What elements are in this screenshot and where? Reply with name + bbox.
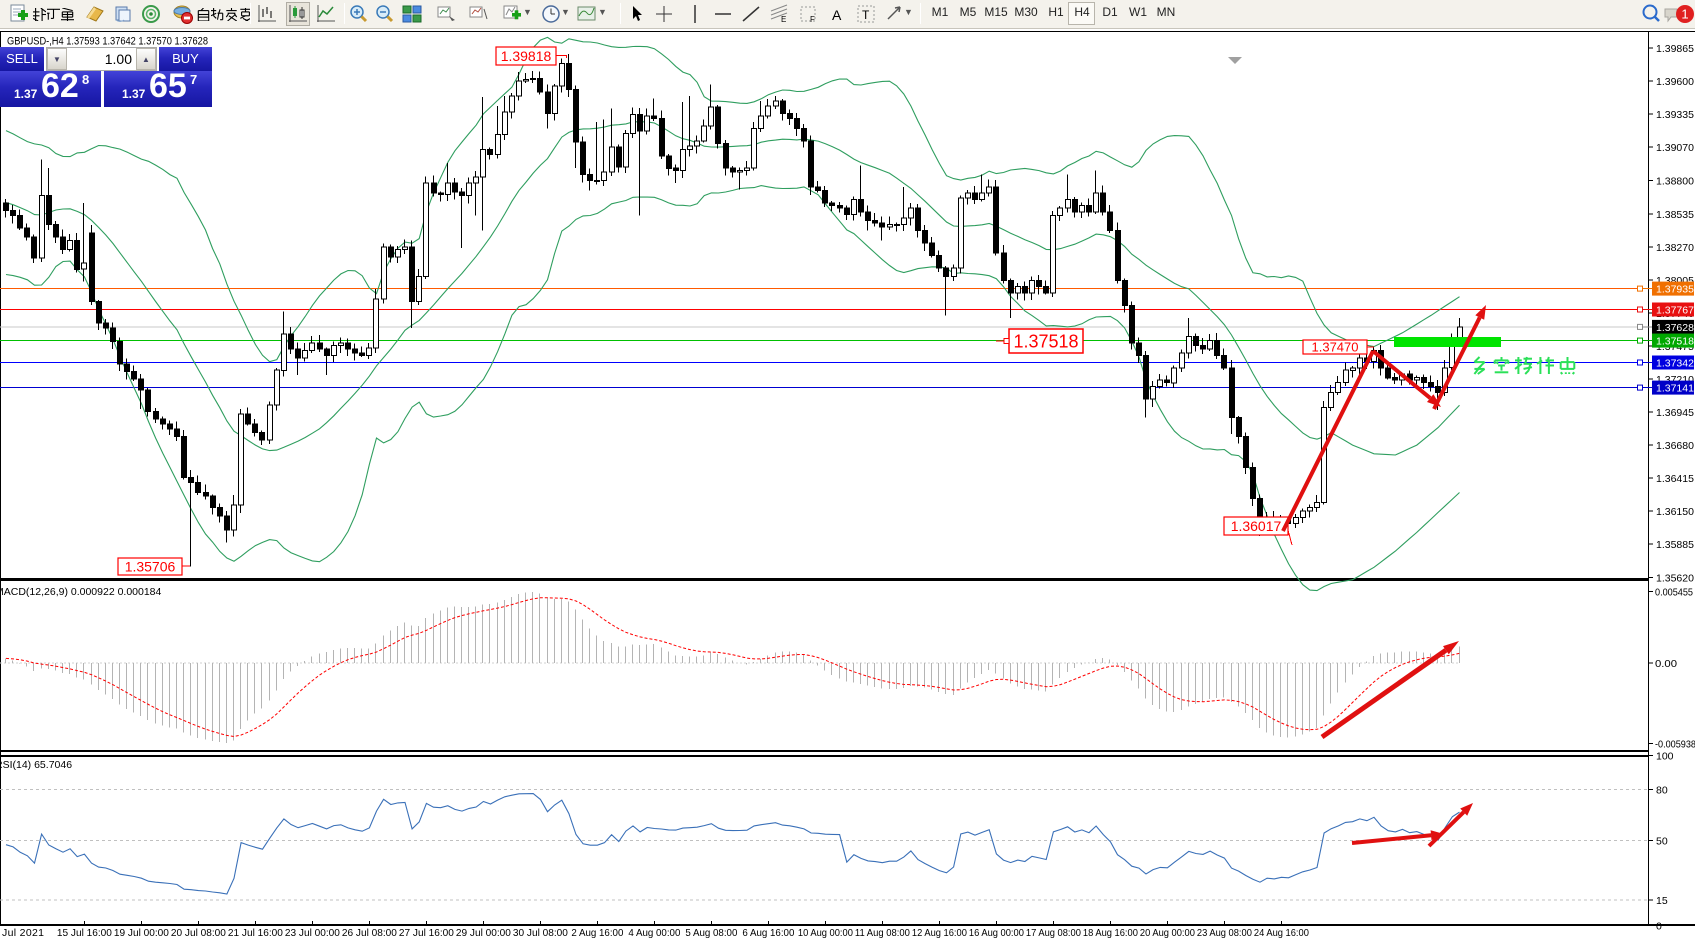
svg-text:21 Jul 16:00: 21 Jul 16:00 xyxy=(228,927,283,939)
svg-text:1.37767: 1.37767 xyxy=(1656,305,1694,317)
svg-text:1.37518: 1.37518 xyxy=(1656,336,1694,348)
svg-text:15 Jul 16:00: 15 Jul 16:00 xyxy=(57,927,112,939)
svg-text:T: T xyxy=(862,8,870,22)
svg-text:1.38270: 1.38270 xyxy=(1656,242,1694,254)
svg-text:1.39335: 1.39335 xyxy=(1656,109,1694,121)
svg-text:27 Jul 16:00: 27 Jul 16:00 xyxy=(399,927,454,939)
svg-text:29 Jul 00:00: 29 Jul 00:00 xyxy=(456,927,511,939)
svg-text:1.37628: 1.37628 xyxy=(1656,322,1694,334)
svg-text:1.39600: 1.39600 xyxy=(1656,76,1694,88)
svg-text:23 Aug 08:00: 23 Aug 08:00 xyxy=(1197,927,1252,939)
svg-text:1.39070: 1.39070 xyxy=(1656,142,1694,154)
svg-text:1.36680: 1.36680 xyxy=(1656,440,1694,452)
svg-text:24 Aug 16:00: 24 Aug 16:00 xyxy=(1254,927,1309,939)
svg-text:E: E xyxy=(781,15,786,24)
svg-text:23 Jul 00:00: 23 Jul 00:00 xyxy=(285,927,340,939)
svg-text:F: F xyxy=(810,15,815,24)
svg-text:16 Aug 00:00: 16 Aug 00:00 xyxy=(969,927,1024,939)
svg-text:6 Aug 16:00: 6 Aug 16:00 xyxy=(742,927,794,939)
svg-text:0.005455: 0.005455 xyxy=(1655,587,1693,599)
svg-text:-0.005938: -0.005938 xyxy=(1655,739,1695,751)
svg-text:1.36415: 1.36415 xyxy=(1656,473,1694,485)
svg-text:50: 50 xyxy=(1656,836,1668,848)
svg-text:Jul 2021: Jul 2021 xyxy=(2,927,44,939)
svg-text:1.38535: 1.38535 xyxy=(1656,209,1694,221)
svg-text:12 Aug 16:00: 12 Aug 16:00 xyxy=(912,927,967,939)
svg-text:20 Jul 08:00: 20 Jul 08:00 xyxy=(171,927,226,939)
svg-text:4 Aug 00:00: 4 Aug 00:00 xyxy=(628,927,680,939)
svg-text:1.39865: 1.39865 xyxy=(1656,43,1694,55)
svg-text:1.36945: 1.36945 xyxy=(1656,407,1694,419)
svg-text:11 Aug 08:00: 11 Aug 08:00 xyxy=(855,927,910,939)
svg-text:26 Jul 08:00: 26 Jul 08:00 xyxy=(342,927,397,939)
svg-text:1.37470: 1.37470 xyxy=(1312,340,1359,355)
svg-text:GBPUSD-,H4 1.37593 1.37642 1.: GBPUSD-,H4 1.37593 1.37642 1.37570 1.376… xyxy=(7,36,208,48)
svg-text:1.35620: 1.35620 xyxy=(1656,572,1694,584)
svg-text:80: 80 xyxy=(1656,785,1668,797)
svg-text:1.38800: 1.38800 xyxy=(1656,176,1694,188)
svg-text:30 Jul 08:00: 30 Jul 08:00 xyxy=(513,927,568,939)
svg-text:MACD(12,26,9) 0.000922 0.00018: MACD(12,26,9) 0.000922 0.000184 xyxy=(0,586,162,598)
svg-text:5 Aug 08:00: 5 Aug 08:00 xyxy=(685,927,737,939)
svg-text:RSI(14) 65.7046: RSI(14) 65.7046 xyxy=(0,759,72,771)
svg-text:19 Jul 00:00: 19 Jul 00:00 xyxy=(114,927,169,939)
svg-text:1.36017: 1.36017 xyxy=(1231,518,1282,534)
svg-text:15: 15 xyxy=(1656,895,1668,907)
svg-text:1: 1 xyxy=(1681,7,1688,22)
svg-text:0.00: 0.00 xyxy=(1655,658,1677,670)
svg-text:1.37935: 1.37935 xyxy=(1656,284,1694,296)
svg-text:1.37518: 1.37518 xyxy=(1013,332,1078,352)
svg-text:10 Aug 00:00: 10 Aug 00:00 xyxy=(798,927,853,939)
svg-text:20 Aug 00:00: 20 Aug 00:00 xyxy=(1140,927,1195,939)
svg-text:1.39818: 1.39818 xyxy=(501,48,552,64)
svg-text:17 Aug 08:00: 17 Aug 08:00 xyxy=(1026,927,1081,939)
svg-text:1.36150: 1.36150 xyxy=(1656,506,1694,518)
svg-text:1.37141: 1.37141 xyxy=(1656,383,1694,395)
svg-text:18 Aug 16:00: 18 Aug 16:00 xyxy=(1083,927,1138,939)
svg-text:1.37342: 1.37342 xyxy=(1656,358,1694,370)
svg-text:1.35885: 1.35885 xyxy=(1656,539,1694,551)
svg-text:0: 0 xyxy=(1656,920,1662,932)
svg-text:100: 100 xyxy=(1656,751,1674,763)
svg-text:1.35706: 1.35706 xyxy=(125,559,176,575)
svg-text:2 Aug 16:00: 2 Aug 16:00 xyxy=(571,927,623,939)
